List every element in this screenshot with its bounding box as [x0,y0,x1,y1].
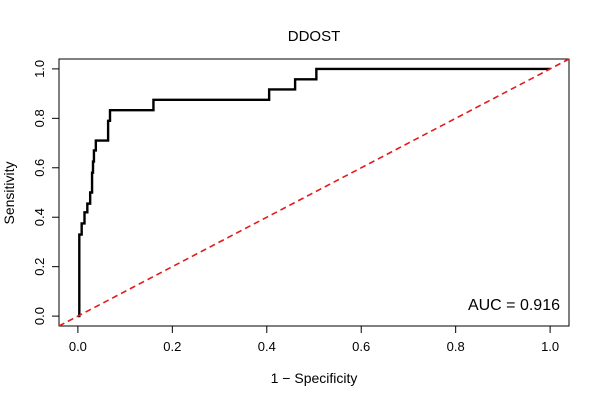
x-tick-label: 1.0 [541,339,559,354]
chart-title: DDOST [288,28,341,45]
y-tick-label: 0.0 [32,307,47,325]
x-tick-label: 0.0 [69,339,87,354]
y-tick-label: 1.0 [32,60,47,78]
roc-curve-line [77,67,551,318]
y-axis: 0.0 0.2 0.4 0.6 0.8 1.0 [32,60,59,325]
y-tick-label: 0.2 [32,258,47,276]
x-tick-label: 0.4 [258,339,276,354]
x-axis-label: 1 − Specificity [271,370,358,386]
y-axis-label: Sensitivity [1,161,17,224]
y-tick-label: 0.6 [32,159,47,177]
auc-annotation: AUC = 0.916 [468,297,560,314]
y-tick-label: 0.8 [32,109,47,127]
x-tick-label: 0.2 [163,339,181,354]
series-layer [58,58,570,327]
x-tick-label: 0.8 [447,339,465,354]
x-axis: 0.0 0.2 0.4 0.6 0.8 1.0 [69,326,559,354]
y-tick-label: 0.4 [32,208,47,226]
reference-diagonal-line [58,58,570,327]
x-tick-label: 0.6 [352,339,370,354]
plot-frame [58,58,570,327]
